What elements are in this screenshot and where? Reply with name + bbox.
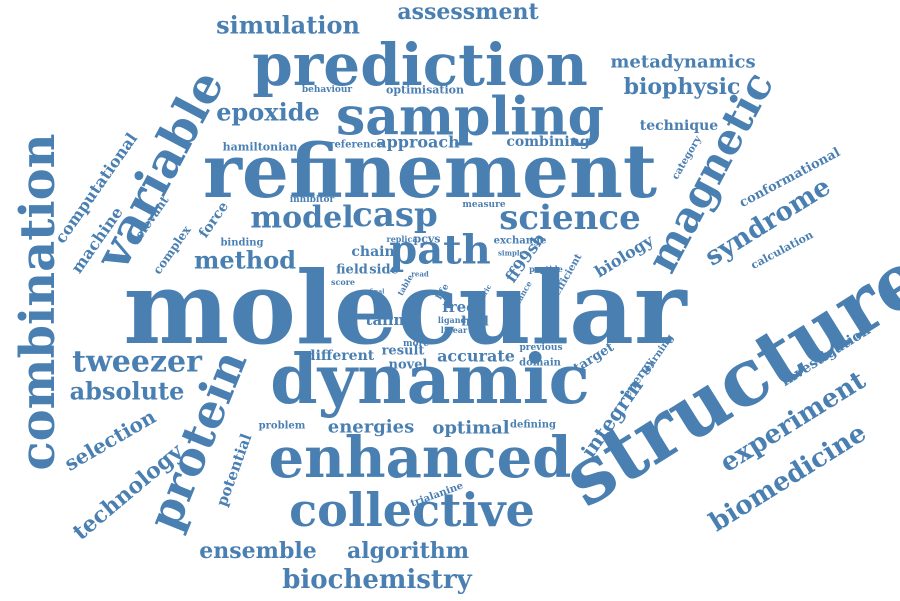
word-measure: measure [462,200,505,210]
word-pcvs: pcvs [414,233,441,246]
word-simulation: simulation [216,11,360,40]
word-biophysic: biophysic [624,74,741,100]
word-ligand: ligand [438,315,467,325]
word-accurate: accurate [437,347,515,366]
word-binding: binding [220,238,263,249]
word-exchange: exchange [494,236,547,247]
word-biochemistry: biochemistry [282,565,472,595]
word-novel: novel [389,358,428,373]
word-behaviour: behaviour [302,85,353,95]
word-prediction: prediction [252,31,588,99]
word-collective: collective [289,483,535,537]
word-dynamic: dynamic [270,340,590,420]
word-refinement: refinement [203,129,657,215]
word-read: read [411,270,429,279]
word-defining: defining [510,420,556,431]
word-tweezer: tweezer [72,345,203,380]
word-technique: technique [640,118,719,134]
word-algorithm: algorithm [347,538,469,564]
word-hall: hall [461,315,489,330]
word-combining: combining [506,134,589,150]
word-absolute: absolute [70,377,185,406]
word-combination: combination [10,133,66,470]
word-method: method [194,246,296,275]
word-path: path [389,227,490,274]
word-side: side [369,263,399,278]
word-inhibitor: inhibitor [290,195,335,205]
word-model: model [250,201,353,236]
word-force: force [196,199,232,241]
word-approach: approach [376,133,460,152]
word-replica: replica [386,234,417,244]
word-result: result [382,344,425,359]
word-field: field [336,263,368,278]
word-sampling: sampling [336,87,604,148]
word-casp: casp [352,195,438,235]
word-score: score [331,277,355,287]
word-energies: energies [328,417,414,438]
word-metadynamics: metadynamics [610,52,755,73]
word-final: final [370,289,386,296]
word-science: science [499,198,640,238]
word-free: free [442,298,475,316]
word-optimisation: optimisation [386,84,464,97]
word-domain: domain [519,358,562,369]
word-enhanced: enhanced [269,425,572,491]
word-previous: previous [519,343,562,353]
word-different: different [306,348,375,364]
word-reference: reference [329,140,383,151]
word-molecular: molecular [123,249,687,367]
word-epoxide: epoxide [216,98,320,127]
word-talin: talin [366,311,405,329]
word-hamiltonian: hamiltonian [223,141,298,154]
word-more: more [403,339,429,349]
word-simple: simple [498,249,525,258]
word-peptide: peptide [529,264,563,274]
word-optimal: optimal [432,418,509,439]
word-assessment: assessment [397,0,539,25]
word-chain: chain [351,244,394,260]
word-problem: problem [259,421,306,432]
word-ensemble: ensemble [199,538,316,564]
word-linear: linear [441,325,468,335]
